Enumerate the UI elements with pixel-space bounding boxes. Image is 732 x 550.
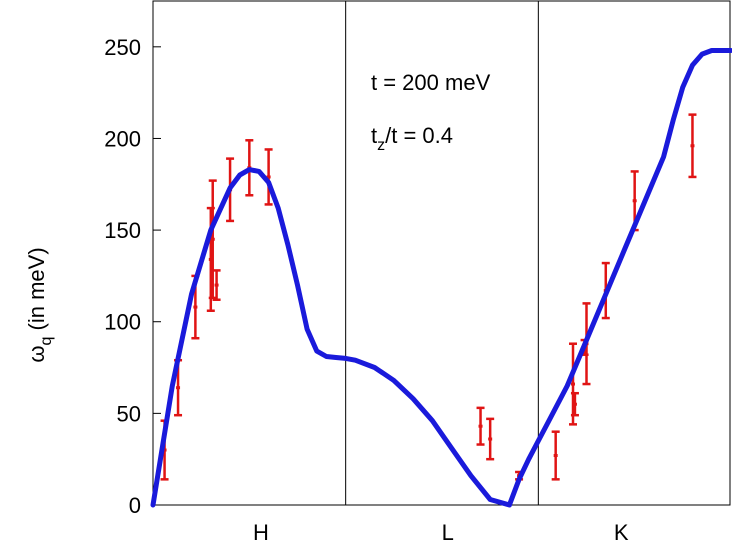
measurement-point [486, 417, 495, 461]
measurement-point [264, 148, 273, 206]
measurement-point [212, 269, 221, 301]
measurement-point [551, 430, 560, 481]
segment-label-K: K [614, 520, 629, 545]
y-tick-label: 0 [129, 493, 141, 518]
measurement-point [476, 406, 485, 446]
annotation-t: t = 200 meV [371, 70, 491, 95]
y-tick-label: 50 [117, 401, 141, 426]
plot-frame [152, 0, 731, 506]
segment-label-L: L [442, 520, 454, 545]
measurement-point [570, 391, 579, 417]
y-tick-label: 200 [104, 126, 141, 151]
measurement-point [688, 113, 697, 179]
annotation-tz-ratio: tz/t = 0.4 [371, 123, 453, 154]
y-tick-label: 150 [104, 218, 141, 243]
y-tick-label: 100 [104, 310, 141, 335]
segment-dividers [345, 1, 539, 505]
y-axis-title: ωq (in meV) [24, 247, 55, 362]
y-tick-label: 250 [104, 35, 141, 60]
measurement-point [569, 342, 578, 426]
plot-border [152, 0, 731, 506]
measurement-errorbars [160, 113, 697, 481]
y-axis-ticks: 0 50 100 150 200 250 [104, 35, 161, 518]
theory-curve [150, 48, 732, 508]
segment-label-H: H [253, 520, 269, 545]
